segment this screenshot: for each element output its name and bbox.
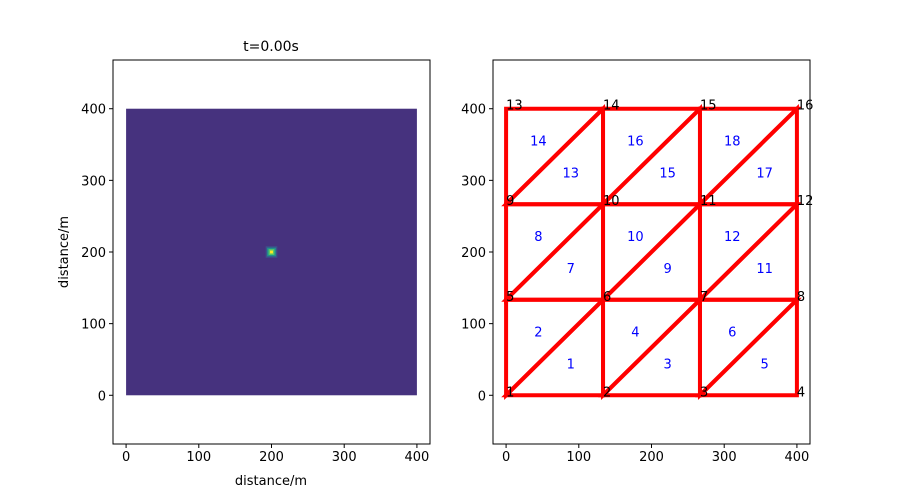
mesh-element-edge (697, 106, 802, 210)
heatmap-x-axis: 0 100 200 300 400 (122, 444, 429, 465)
mesh-x-tick-label: 300 (712, 450, 737, 465)
mesh-node-label: 3 (700, 385, 708, 400)
heatmap-x-tick-label: 400 (404, 450, 429, 465)
heatmap-panel: t=0.00s 0 100 200 300 400 0 100 200 300 400 dist… (57, 39, 431, 489)
mesh-node-label: 12 (797, 194, 814, 209)
heatmap-y-axis: 0 100 200 300 400 (81, 103, 113, 404)
heatmap-y-tick-label: 200 (81, 246, 106, 261)
heatmap-x-tick-label: 300 (332, 450, 357, 465)
mesh-element-label: 18 (724, 135, 741, 150)
mesh-node-label: 7 (700, 290, 708, 305)
heatmap-x-tick-label: 0 (122, 450, 130, 465)
mesh-element-label: 16 (627, 135, 644, 150)
mesh-x-axis: 0 100 200 300 400 (502, 444, 809, 465)
mesh-element-label: 12 (724, 230, 741, 245)
mesh-node-label: 4 (797, 385, 805, 400)
mesh-node-label: 10 (603, 194, 620, 209)
heatmap-y-tick-label: 100 (81, 318, 106, 333)
heatmap-source-cell (270, 250, 273, 254)
mesh-node-label: 2 (603, 385, 611, 400)
mesh-y-tick-label: 200 (461, 246, 486, 261)
mesh-element-label: 7 (567, 262, 575, 277)
mesh-node-label: 5 (506, 290, 514, 305)
heatmap-y-tick-label: 400 (81, 103, 106, 118)
mesh-element-label: 8 (534, 230, 542, 245)
mesh-element-label: 3 (664, 357, 672, 372)
heatmap-y-label: distance/m (57, 216, 72, 288)
mesh-element-label: 1 (567, 357, 575, 372)
mesh-y-tick-label: 0 (478, 389, 486, 404)
mesh-x-tick-label: 200 (639, 450, 664, 465)
heatmap-y-tick-label: 0 (98, 389, 106, 404)
mesh-node-label: 15 (700, 99, 717, 114)
mesh-element-edge (504, 106, 608, 210)
mesh-element-label: 5 (760, 357, 768, 372)
mesh-element-edge (601, 106, 705, 210)
heatmap-y-tick-label: 300 (81, 174, 106, 189)
mesh-element-label: 11 (756, 262, 773, 277)
mesh-node-label: 11 (700, 194, 717, 209)
heatmap-plot-area (126, 108, 417, 396)
mesh-node-label: 13 (506, 99, 523, 114)
mesh-x-tick-label: 400 (784, 450, 809, 465)
mesh-y-tick-label: 300 (461, 174, 486, 189)
mesh-element-label: 15 (659, 166, 676, 181)
mesh-node-label: 1 (506, 385, 514, 400)
mesh-element-label: 14 (530, 135, 547, 150)
mesh-element-label: 13 (562, 166, 579, 181)
mesh-element-label: 17 (756, 166, 773, 181)
mesh-node-label: 14 (603, 99, 620, 114)
mesh-element-label: 10 (627, 230, 644, 245)
mesh-x-tick-label: 100 (566, 450, 591, 465)
mesh-element-label: 4 (631, 326, 639, 341)
mesh-y-axis: 0 100 200 300 400 (461, 103, 493, 404)
mesh-node-label: 16 (797, 99, 814, 114)
mesh-element-label: 6 (728, 326, 736, 341)
heatmap-title: t=0.00s (243, 39, 299, 55)
mesh-x-tick-label: 0 (502, 450, 510, 465)
mesh-element-label: 2 (534, 326, 542, 341)
mesh-node-label: 8 (797, 290, 805, 305)
mesh-node-label: 9 (506, 194, 514, 209)
mesh-y-tick-label: 100 (461, 318, 486, 333)
mesh-y-tick-label: 400 (461, 103, 486, 118)
mesh-element-label: 9 (664, 262, 672, 277)
heatmap-x-tick-label: 100 (186, 450, 211, 465)
mesh-node-label: 6 (603, 290, 611, 305)
heatmap-x-tick-label: 200 (259, 450, 284, 465)
heatmap-x-label: distance/m (235, 474, 307, 489)
